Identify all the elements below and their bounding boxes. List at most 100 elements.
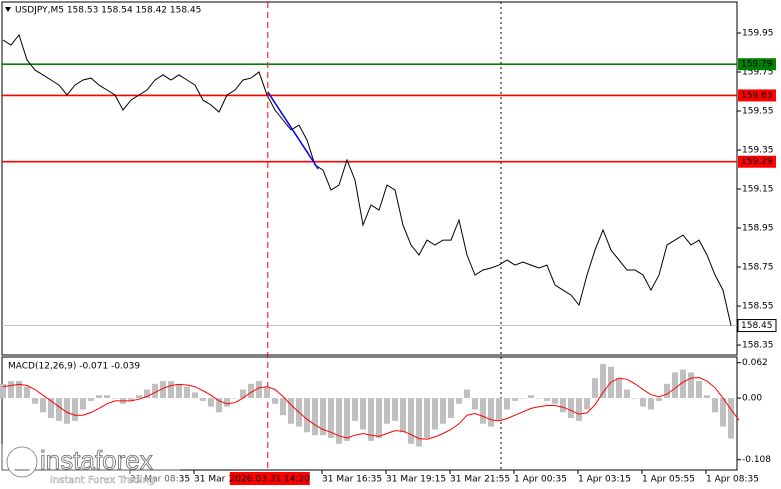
macd-bar <box>704 395 710 399</box>
level-label: 159.63 <box>741 91 773 101</box>
macd-bar <box>56 398 62 421</box>
macd-bar <box>360 398 366 430</box>
level-label-box <box>738 155 776 168</box>
macd-bar <box>264 386 270 399</box>
macd-bar <box>520 398 526 399</box>
level-label: 159.79 <box>741 60 773 70</box>
y-tick-label: 158.95 <box>742 224 774 234</box>
macd-bar <box>184 386 190 399</box>
macd-bar <box>472 398 478 410</box>
macd-bar <box>136 395 142 399</box>
x-tick-label: 31 Mar 16:35 <box>322 475 382 485</box>
level-label: 159.29 <box>741 157 773 167</box>
macd-bar <box>96 395 102 399</box>
watermark-logo <box>7 447 37 477</box>
level-label-box <box>738 89 776 102</box>
macd-bar <box>584 398 590 410</box>
y-tick-label: 159.75 <box>742 68 774 78</box>
macd-bar <box>464 389 470 399</box>
macd-bar <box>512 398 518 401</box>
watermark-logo-outline <box>6 446 38 478</box>
macd-bar <box>248 383 254 399</box>
macd-bar <box>416 398 422 447</box>
macd-bar <box>488 398 494 427</box>
macd-bar <box>144 389 150 399</box>
y-tick-label: 158.75 <box>742 263 774 273</box>
x-tick-label: 1 Apr 03:15 <box>578 475 631 485</box>
macd-bar <box>392 398 398 421</box>
x-tick-label: 1 Apr 08:35 <box>706 475 759 485</box>
y-tick-label: 0.062 <box>742 358 768 368</box>
macd-bar <box>728 398 734 439</box>
macd-bar <box>8 380 14 399</box>
macd-bar <box>408 398 414 444</box>
macd-bar <box>216 398 222 413</box>
trend-line <box>267 91 319 170</box>
macd-bar <box>376 398 382 439</box>
macd-bar <box>648 398 654 410</box>
macd-bar <box>224 398 230 407</box>
macd-bar <box>496 398 502 421</box>
macd-bar <box>72 398 78 421</box>
macd-bar <box>256 380 262 399</box>
macd-title: MACD(12,26,9) -0.071 -0.039 <box>8 362 140 372</box>
macd-bar <box>720 398 726 427</box>
macd-bar <box>80 398 86 410</box>
macd-bar <box>688 372 694 399</box>
macd-bar <box>712 398 718 413</box>
macd-bar <box>304 398 310 433</box>
macd-bar <box>344 398 350 441</box>
macd-bar <box>200 398 206 401</box>
macd-bar <box>176 383 182 399</box>
crosshair-label: 2026.03.31 14:20 <box>230 475 311 485</box>
x-tick-label: 31 Mar 08:35 <box>130 475 190 485</box>
macd-bar <box>352 398 358 421</box>
x-tick-label: 1 Apr 05:55 <box>642 475 695 485</box>
macd-bar <box>680 369 686 399</box>
macd-bar <box>208 398 214 407</box>
macd-bar <box>128 398 134 401</box>
macd-bar <box>272 398 278 404</box>
macd-bar <box>400 398 406 433</box>
signal-line <box>2 376 740 440</box>
last-price-label: 158.45 <box>741 321 773 331</box>
y-tick-label: 159.95 <box>742 29 774 39</box>
macd-bar <box>40 398 46 413</box>
macd-bar <box>88 398 94 401</box>
macd-bar <box>552 398 558 404</box>
macd-bar <box>640 398 646 407</box>
macd-bar <box>112 398 118 399</box>
macd-bar <box>672 372 678 399</box>
macd-bar <box>536 398 542 399</box>
price-line <box>2 33 732 326</box>
macd-bar <box>32 398 38 404</box>
macd-panel-frame <box>1 356 738 471</box>
y-tick-label: 158.35 <box>742 341 774 351</box>
level-label-box <box>738 58 776 71</box>
macd-bar <box>168 380 174 399</box>
y-tick-label: 159.35 <box>742 146 774 156</box>
chart-title: USDJPY,M5 158.53 158.54 158.42 158.45 <box>15 6 201 16</box>
macd-bar <box>616 378 622 399</box>
macd-bar <box>528 395 534 399</box>
macd-bar <box>624 389 630 399</box>
macd-bar <box>448 398 454 419</box>
x-tick-label: 31 Mar 19:15 <box>386 475 446 485</box>
macd-bar <box>0 383 6 399</box>
macd-bar <box>16 380 22 399</box>
macd-bar <box>240 389 246 399</box>
macd-bar <box>480 398 486 424</box>
macd-bar <box>288 398 294 424</box>
x-tick-label: 31 Mar 21:55 <box>450 475 510 485</box>
macd-bar <box>576 398 582 421</box>
x-tick-label: 1 Apr 00:35 <box>514 475 567 485</box>
macd-bar <box>696 380 702 399</box>
macd-bar <box>656 398 662 401</box>
macd-bar <box>312 398 318 436</box>
last-price-box <box>737 319 777 333</box>
macd-bar <box>232 398 238 399</box>
macd-bar <box>104 395 110 399</box>
